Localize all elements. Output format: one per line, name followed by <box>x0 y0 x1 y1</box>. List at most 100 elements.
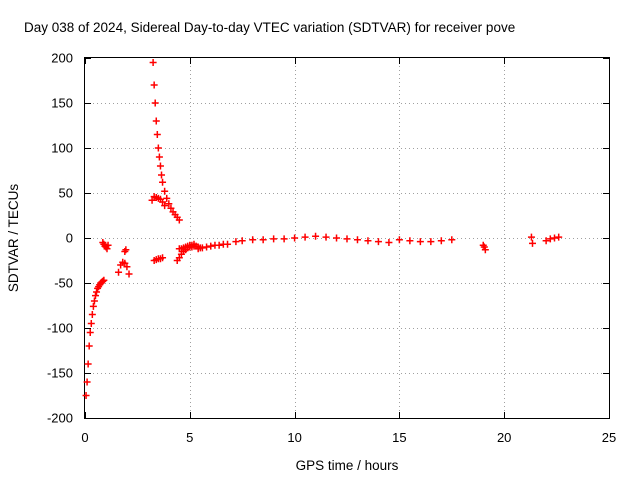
series-arc13 <box>479 241 489 254</box>
series-arc1 <box>82 276 108 399</box>
y-tick-label: 50 <box>59 186 73 201</box>
data-point <box>82 392 90 399</box>
data-point <box>190 240 198 248</box>
data-point <box>546 235 554 243</box>
data-point <box>156 162 164 170</box>
data-point <box>151 99 159 107</box>
series-arc5 <box>149 59 183 224</box>
data-point <box>542 237 550 245</box>
y-tick-label: 0 <box>66 231 73 246</box>
series-arc3 <box>115 258 133 278</box>
data-point <box>99 277 107 285</box>
axis-ticks <box>85 58 610 419</box>
x-tick-label: 25 <box>602 430 616 445</box>
data-point <box>427 238 435 246</box>
data-point <box>194 245 202 253</box>
data-point <box>203 243 211 251</box>
data-point <box>343 235 351 243</box>
data-point <box>385 239 393 246</box>
data-point <box>175 216 183 224</box>
data-point <box>322 233 330 241</box>
x-tick-label: 5 <box>186 430 193 445</box>
data-point <box>161 187 169 195</box>
data-point <box>312 232 320 240</box>
y-tick-labels: -200 -150 -100 -50 0 50 100 150 200 <box>47 51 73 426</box>
data-point <box>165 200 173 208</box>
data-point <box>215 241 223 249</box>
data-point <box>104 241 112 249</box>
series-arc9 <box>175 240 198 253</box>
data-point <box>159 254 167 262</box>
data-point <box>161 202 169 210</box>
data-point <box>551 234 559 242</box>
data-point <box>333 234 341 242</box>
data-point <box>93 288 101 296</box>
data-point <box>238 237 246 245</box>
y-tick-label: -50 <box>54 276 73 291</box>
data-point <box>125 270 133 278</box>
x-tick-labels: 0 5 10 15 20 25 <box>81 430 616 445</box>
x-tick-label: 15 <box>392 430 406 445</box>
data-point <box>374 238 382 246</box>
data-point <box>416 238 424 246</box>
data-point <box>122 246 130 254</box>
data-point <box>90 297 98 305</box>
data-point <box>150 81 158 89</box>
data-points <box>82 59 563 399</box>
y-tick-label: -200 <box>47 411 73 426</box>
data-point <box>448 236 456 244</box>
series-arc6 <box>148 193 169 210</box>
data-point <box>91 292 99 300</box>
y-tick-label: 100 <box>51 141 73 156</box>
data-point <box>153 131 161 138</box>
data-point <box>528 239 536 247</box>
data-point <box>159 178 167 186</box>
series-arc10 <box>194 240 232 253</box>
data-point <box>259 236 267 244</box>
data-point <box>291 234 299 242</box>
chart-title: Day 038 of 2024, Sidereal Day-to-day VTE… <box>24 20 515 35</box>
data-point <box>84 360 92 368</box>
data-point <box>87 320 95 327</box>
data-point <box>167 204 175 212</box>
series-arc14 <box>527 233 536 247</box>
y-axis-label: SDTVAR / TECUs <box>6 184 21 293</box>
data-point <box>249 236 257 244</box>
data-point <box>353 236 361 244</box>
data-point <box>149 59 157 66</box>
data-point <box>83 378 91 386</box>
data-point <box>155 153 163 161</box>
data-point <box>88 311 96 318</box>
data-point <box>103 245 111 253</box>
data-point <box>301 233 309 241</box>
data-point <box>152 117 160 125</box>
data-point <box>224 240 232 248</box>
data-point <box>115 268 123 276</box>
data-point <box>100 276 108 284</box>
series-arc12 <box>395 236 456 246</box>
data-point <box>85 342 93 350</box>
y-tick-label: 200 <box>51 51 73 66</box>
data-point <box>555 233 563 241</box>
data-point <box>175 254 183 262</box>
data-point <box>123 263 131 271</box>
data-point <box>232 238 240 246</box>
series-arc4 <box>121 246 130 255</box>
series-arc7 <box>150 254 167 264</box>
y-tick-label: 150 <box>51 96 73 111</box>
y-tick-label: -150 <box>47 366 73 381</box>
data-point <box>148 196 156 204</box>
data-point <box>395 236 403 244</box>
data-point <box>437 237 445 245</box>
data-point <box>406 237 414 245</box>
series-arc11 <box>232 232 393 246</box>
data-point <box>159 198 167 206</box>
data-point <box>154 144 162 152</box>
data-point <box>163 194 171 202</box>
data-point <box>481 246 489 254</box>
x-tick-label: 20 <box>497 430 511 445</box>
x-tick-label: 10 <box>287 430 301 445</box>
grid <box>85 58 609 418</box>
x-axis-label: GPS time / hours <box>296 458 399 473</box>
x-tick-label: 0 <box>81 430 88 445</box>
